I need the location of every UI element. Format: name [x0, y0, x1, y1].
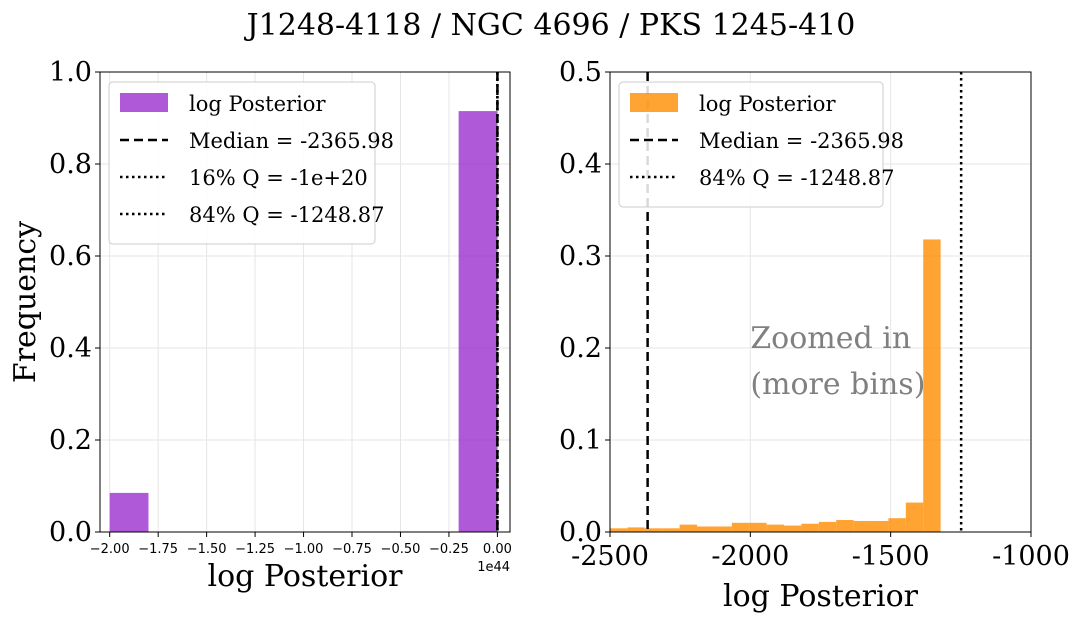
y-tick-label: 0.4	[559, 149, 602, 180]
histogram-bar	[714, 526, 732, 532]
zoom-annotation: (more bins)	[750, 367, 925, 402]
figure-title: J1248-4118 / NGC 4696 / PKS 1245-410	[244, 8, 856, 43]
legend-label: Median = -2365.98	[699, 129, 904, 153]
histogram-bar	[749, 522, 767, 532]
histogram-bar	[697, 526, 715, 532]
x-tick-label: −0.50	[381, 542, 421, 557]
x-offset-label: 1e44	[477, 560, 510, 575]
x-axis-label: log Posterior	[208, 559, 404, 594]
y-tick-label: 0.6	[49, 241, 92, 272]
right-histogram-panel: -2500 -2000 -1500 -1000 0.0 0.1 0.2 0.3 0.4 0.5 lo…	[559, 57, 1070, 614]
y-tick-label: 0.4	[49, 333, 92, 364]
y-tick-label: 0.8	[49, 149, 92, 180]
x-axis-label: log Posterior	[723, 579, 919, 614]
x-tick-label: -2000	[711, 541, 789, 572]
histogram-bar	[458, 111, 498, 532]
legend-label: 16% Q = -1e+20	[189, 166, 368, 190]
axes-frame	[99, 71, 511, 533]
legend-label: log Posterior	[699, 92, 836, 116]
histogram-bar	[662, 528, 680, 532]
x-tick-label: −1.75	[138, 542, 178, 557]
y-tick-label: 0.0	[559, 517, 602, 548]
histogram-bar	[818, 521, 837, 532]
histogram-bar	[610, 528, 628, 532]
legend-swatch	[630, 93, 678, 112]
histogram-bar	[644, 528, 663, 532]
x-tick-label: −0.25	[429, 542, 469, 557]
histogram-bar	[679, 524, 698, 532]
histogram-bar	[888, 518, 906, 532]
axes-frame	[609, 71, 1032, 533]
x-tick-label: −2.00	[90, 542, 130, 557]
histogram-bar	[871, 520, 889, 532]
x-tick-label: -1500	[852, 541, 930, 572]
x-tick-label: −1.00	[284, 542, 324, 557]
legend-label: 84% Q = -1248.87	[189, 203, 384, 227]
x-tick-label: 0.00	[483, 542, 512, 557]
histogram-bar	[731, 522, 750, 532]
histogram-bar	[766, 524, 785, 532]
histogram-bar	[627, 527, 645, 532]
legend-box	[618, 81, 884, 208]
histogram-bar	[109, 492, 149, 532]
legend-label: 84% Q = -1248.87	[699, 166, 894, 190]
histogram-bar	[836, 520, 854, 532]
y-tick-label: 0.2	[559, 333, 602, 364]
y-tick-label: 1.0	[49, 57, 92, 88]
histogram-bar	[784, 525, 802, 532]
x-tick-label: -2500	[571, 541, 649, 572]
y-axis-label: Frequency	[8, 221, 43, 383]
histogram-bar	[923, 239, 941, 532]
legend-label: Median = -2365.98	[189, 129, 394, 153]
legend-swatch	[120, 93, 168, 112]
zoom-annotation: Zoomed in	[750, 321, 911, 356]
histogram-bar	[853, 520, 872, 532]
y-tick-label: 0.0	[49, 517, 92, 548]
y-tick-label: 0.5	[559, 57, 602, 88]
y-tick-label: 0.2	[49, 425, 92, 456]
legend-box	[108, 81, 376, 245]
y-tick-label: 0.1	[559, 425, 602, 456]
x-tick-label: −0.75	[332, 542, 372, 557]
x-tick-label: −1.50	[187, 542, 227, 557]
histogram-bar	[905, 502, 924, 532]
y-tick-label: 0.3	[559, 241, 602, 272]
x-tick-label: -1000	[992, 541, 1070, 572]
legend-label: log Posterior	[189, 92, 326, 116]
left-histogram-panel: −2.00 −1.75 −1.50 −1.25 −1.00 −0.75 −0.50 −0.25…	[8, 57, 512, 594]
x-tick-label: −1.25	[235, 542, 275, 557]
histogram-bar	[801, 523, 819, 532]
